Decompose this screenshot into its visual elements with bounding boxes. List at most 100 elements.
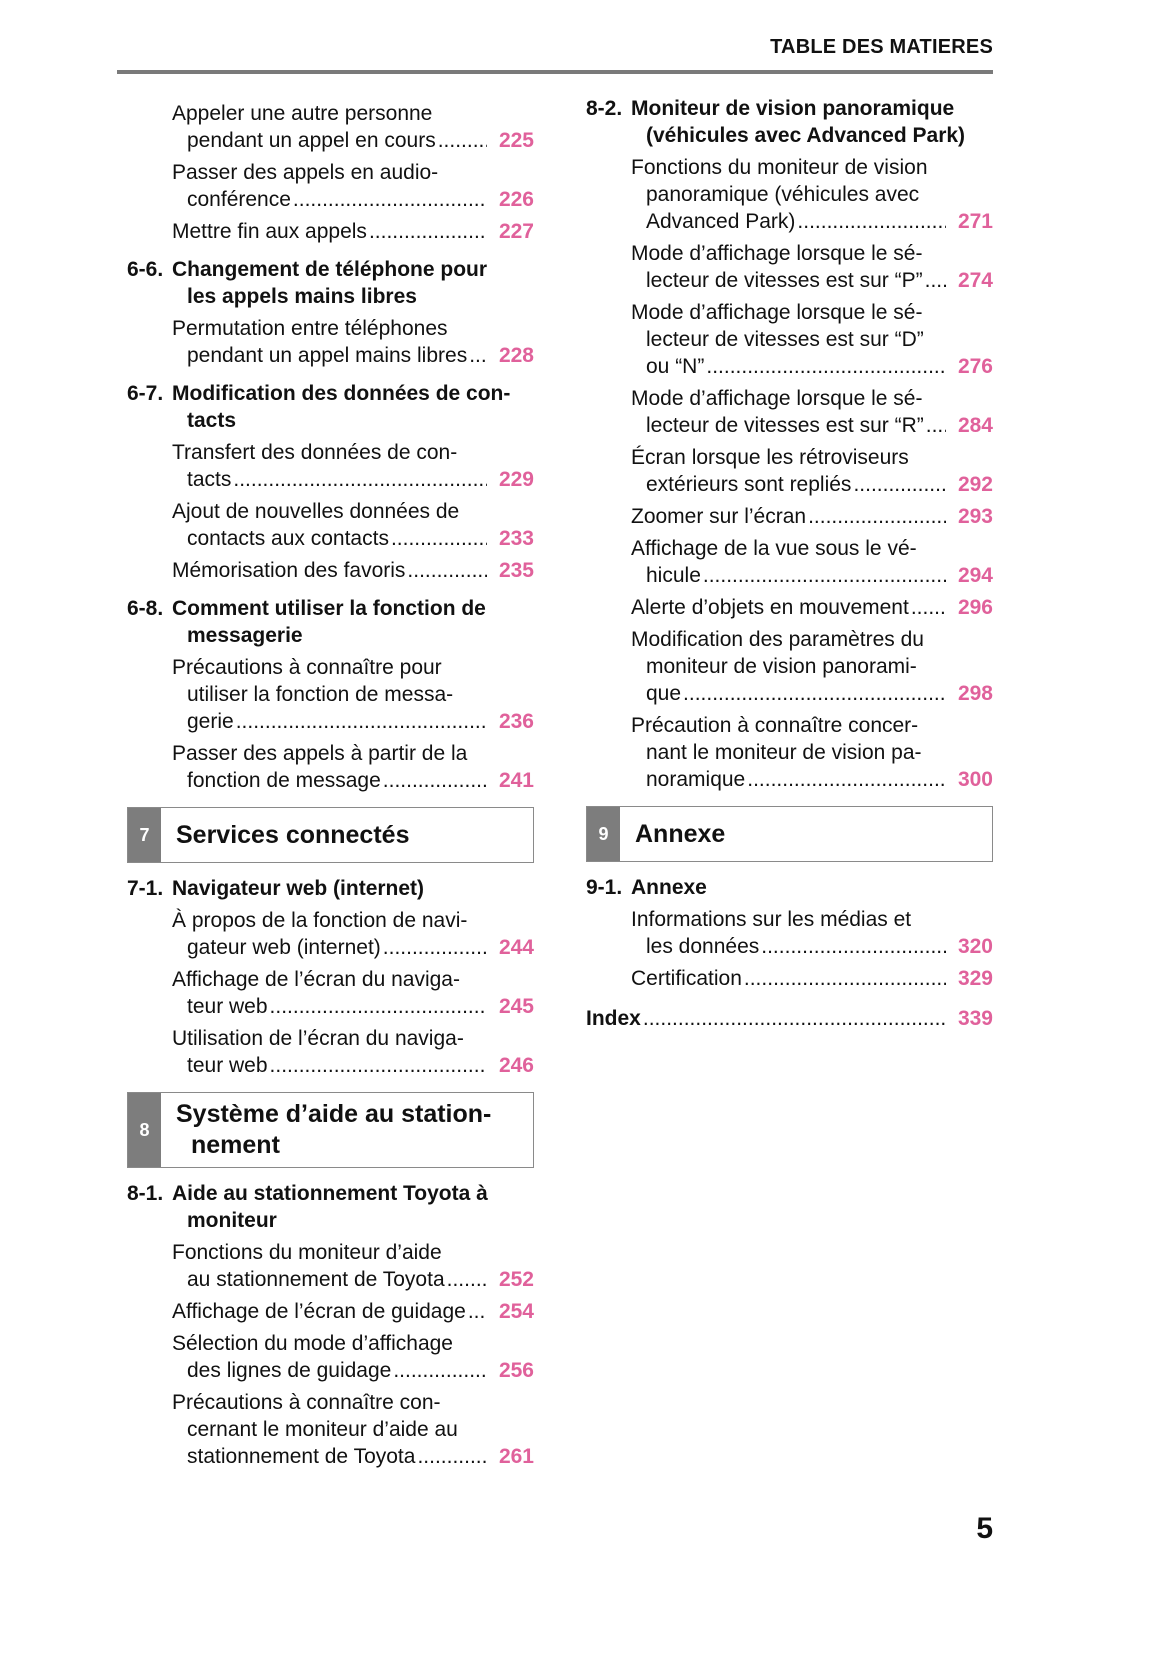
page-reference[interactable]: 256 [498,1359,534,1382]
entry-line: contacts aux contacts...................… [127,525,534,552]
page-reference[interactable]: 296 [957,596,993,619]
entry-text: que [646,682,682,705]
page-reference[interactable]: 298 [957,682,993,705]
page-reference[interactable]: 246 [498,1054,534,1077]
section-title: Annexe [620,807,992,861]
heading-text: moniteur [187,1209,277,1232]
page-reference[interactable]: 261 [498,1445,534,1468]
page-reference[interactable]: 254 [498,1300,534,1323]
entry-line: panoramique (véhicules avec [586,181,993,208]
leader-dots: ........................................… [417,1445,487,1468]
entry-text: Fonctions du moniteur de vision [631,156,928,179]
entry-text: Mémorisation des favoris [172,559,406,582]
section-title: Système d’aide au station-nement [161,1093,533,1167]
entry-line: extérieurs sont repliés.................… [586,471,993,498]
toc-entry[interactable]: Modification des paramètres du moniteur d… [586,626,993,707]
toc-entry[interactable]: Affichage de l’écran de guidage.........… [127,1298,534,1325]
toc-entry[interactable]: Appeler une autre personne pendant un app… [127,100,534,154]
heading-text: Comment utiliser la fonction de [172,597,486,620]
entry-text: contacts aux contacts [187,527,389,550]
leader-dots: ........................................… [747,768,946,791]
toc-entry[interactable]: Zoomer sur l’écran......................… [586,503,993,530]
page-reference[interactable]: 226 [498,188,534,211]
entry-text: pendant un appel mains libres [187,344,468,367]
entry-text: conférence [187,188,291,211]
toc-entry[interactable]: Informations sur les médias et les donnée… [586,906,993,960]
heading-line: 6-6. Changement de téléphone pour [127,256,534,283]
toc-entry[interactable]: Mode d’affichage lorsque le sé-lecteur d… [586,299,993,380]
entry-text: au stationnement de Toyota [187,1268,445,1291]
section-title-line: Services connectés [176,820,410,849]
page-reference[interactable]: 329 [957,967,993,990]
entry-text: Affichage de la vue sous le vé- [631,537,917,560]
entry-line: Mettre fin aux appels...................… [127,218,534,245]
index-entry[interactable]: Index...................................… [586,1005,993,1032]
page-reference[interactable]: 320 [957,935,993,958]
toc-entry[interactable]: Fonctions du moniteur d’aide au stationne… [127,1239,534,1293]
leader-dots: ........................................… [390,527,487,550]
entry-text: utiliser la fonction de messa- [187,683,454,706]
subsection-heading: 9-1. Annexe [586,874,993,901]
page-reference[interactable]: 294 [957,564,993,587]
page-reference[interactable]: 244 [498,936,534,959]
page-reference[interactable]: 339 [957,1007,993,1030]
toc-entry[interactable]: Ajout de nouvelles données de contacts au… [127,498,534,552]
subsection-number: 8-1. [127,1182,164,1205]
entry-line: Alerte d’objets en mouvement............… [586,594,993,621]
toc-entry[interactable]: Alerte d’objets en mouvement............… [586,594,993,621]
page-reference[interactable]: 229 [498,468,534,491]
toc-entry[interactable]: Mettre fin aux appels...................… [127,218,534,245]
toc-entry[interactable]: Utilisation de l’écran du naviga-teur we… [127,1025,534,1079]
page-reference[interactable]: 293 [957,505,993,528]
heading-text: Moniteur de vision panoramique [631,97,955,120]
entry-line: teur web................................… [127,1052,534,1079]
page-reference[interactable]: 271 [957,210,993,233]
entry-text: fonction de message [187,769,381,792]
toc-entry[interactable]: Précautions à connaître con-cernant le m… [127,1389,534,1470]
toc-entry[interactable]: Écran lorsque les rétroviseurs extérieurs… [586,444,993,498]
page-reference[interactable]: 225 [498,129,534,152]
toc-entry[interactable]: Sélection du mode d’affichage des lignes … [127,1330,534,1384]
entry-line: fonction de message.....................… [127,767,534,794]
entry-line: Informations sur les médias et [586,906,993,933]
page-reference[interactable]: 227 [498,220,534,243]
entry-line: Sélection du mode d’affichage [127,1330,534,1357]
entry-line: lecteur de vitesses est sur “D” [586,326,993,353]
section-box: 9 Annexe [586,806,993,862]
entry-line: stationnement de Toyota.................… [127,1443,534,1470]
toc-entry[interactable]: Passer des appels en audio-conférence...… [127,159,534,213]
entry-line: Mémorisation des favoris................… [127,557,534,584]
toc-entry[interactable]: Affichage de l’écran du naviga-teur web.… [127,966,534,1020]
toc-entry[interactable]: Transfert des données de con-tacts......… [127,439,534,493]
entry-line: Affichage de l’écran du naviga- [127,966,534,993]
page-reference[interactable]: 241 [498,769,534,792]
entry-line: utiliser la fonction de messa- [127,681,534,708]
toc-entry[interactable]: À propos de la fonction de navi-gateur w… [127,907,534,961]
heading-line: messagerie [127,622,534,649]
toc-entry[interactable]: Mode d’affichage lorsque le sé-lecteur d… [586,385,993,439]
page-reference[interactable]: 276 [957,355,993,378]
page-reference[interactable]: 300 [957,768,993,791]
page-reference[interactable]: 252 [498,1268,534,1291]
entry-text: pendant un appel en cours [187,129,436,152]
page-reference[interactable]: 284 [957,414,993,437]
toc-entry[interactable]: Mode d’affichage lorsque le sé-lecteur d… [586,240,993,294]
toc-entry[interactable]: Certification...........................… [586,965,993,992]
page-reference[interactable]: 236 [498,710,534,733]
toc-entry[interactable]: Permutation entre téléphones pendant un a… [127,315,534,369]
toc-entry[interactable]: Précaution à connaître concer-nant le mo… [586,712,993,793]
entry-text: À propos de la fonction de navi- [172,909,468,932]
entry-text: nant le moniteur de vision pa- [646,741,922,764]
toc-entry[interactable]: Fonctions du moniteur de vision panoramiq… [586,154,993,235]
toc-entry[interactable]: Précautions à connaître pour utiliser la … [127,654,534,735]
toc-entry[interactable]: Affichage de la vue sous le vé-hicule...… [586,535,993,589]
page-reference[interactable]: 274 [957,269,993,292]
page-reference[interactable]: 245 [498,995,534,1018]
page-reference[interactable]: 235 [498,559,534,582]
page-reference[interactable]: 233 [498,527,534,550]
page-reference[interactable]: 228 [498,344,534,367]
page-reference[interactable]: 292 [957,473,993,496]
heading-text: (véhicules avec Advanced Park) [646,124,966,147]
toc-entry[interactable]: Mémorisation des favoris................… [127,557,534,584]
toc-entry[interactable]: Passer des appels à partir de la fonction… [127,740,534,794]
